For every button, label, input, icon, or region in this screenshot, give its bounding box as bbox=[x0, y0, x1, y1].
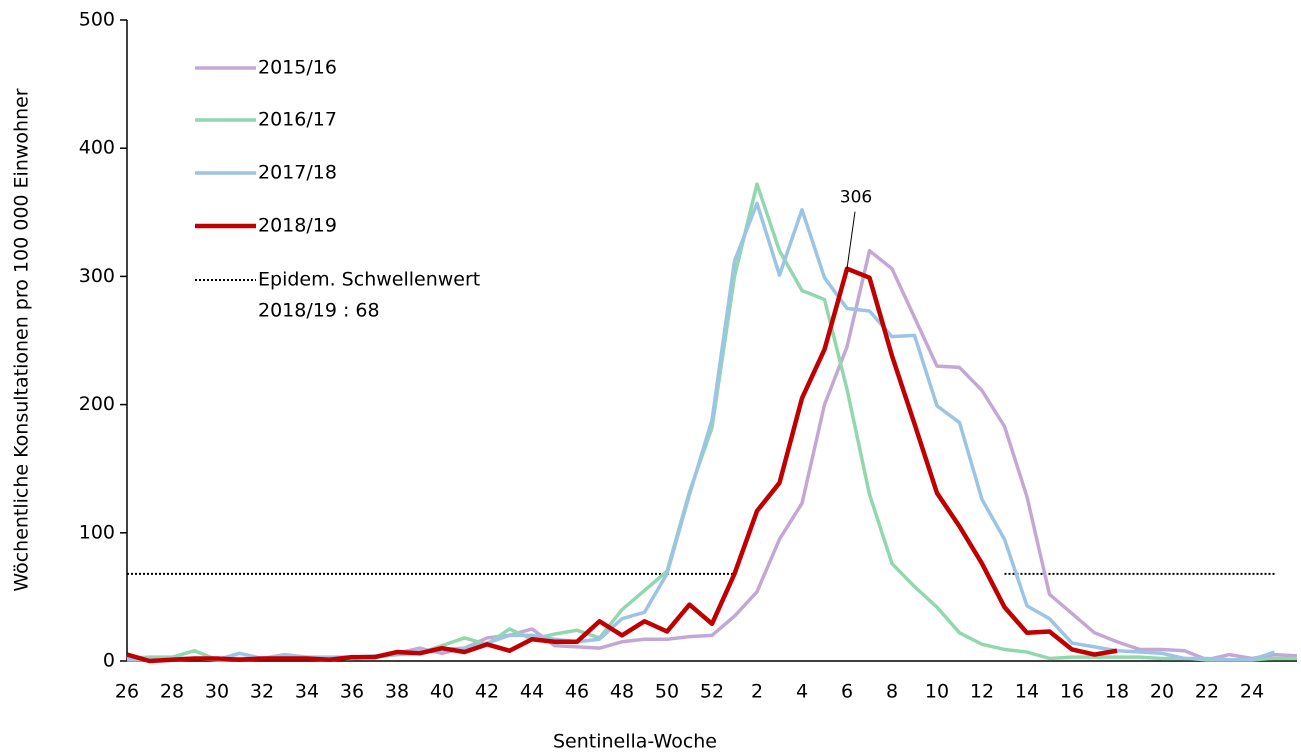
x-tick-label: 42 bbox=[475, 681, 499, 703]
x-tick-label: 50 bbox=[655, 681, 679, 703]
x-tick-label: 6 bbox=[841, 681, 853, 703]
x-tick-label: 2 bbox=[751, 681, 763, 703]
x-tick-label: 34 bbox=[295, 681, 319, 703]
x-tick-label: 16 bbox=[1060, 681, 1084, 703]
x-tick-label: 28 bbox=[160, 681, 184, 703]
annotation: 306 bbox=[840, 188, 872, 208]
x-tick-label: 24 bbox=[1240, 681, 1264, 703]
x-tick-label: 46 bbox=[565, 681, 589, 703]
x-tick-label: 14 bbox=[1015, 681, 1039, 703]
x-tick-label: 32 bbox=[250, 681, 274, 703]
y-tick-label: 400 bbox=[79, 137, 115, 159]
x-tick-label: 4 bbox=[796, 681, 808, 703]
legend-label: 2017/18 bbox=[258, 162, 337, 184]
legend-label: 2016/17 bbox=[258, 109, 337, 131]
x-tick-label: 10 bbox=[925, 681, 949, 703]
x-tick-label: 26 bbox=[115, 681, 139, 703]
y-tick-label: 0 bbox=[103, 650, 115, 672]
x-tick-label: 44 bbox=[520, 681, 544, 703]
x-tick-label: 48 bbox=[610, 681, 634, 703]
y-tick-label: 100 bbox=[79, 521, 115, 543]
legend-label: Epidem. Schwellenwert bbox=[258, 269, 480, 291]
series-line bbox=[126, 266, 1118, 664]
y-tick-label: 500 bbox=[79, 9, 115, 31]
x-tick-label: 52 bbox=[700, 681, 724, 703]
x-tick-label: 18 bbox=[1105, 681, 1129, 703]
legend-label: 2018/19 : 68 bbox=[258, 300, 380, 322]
x-tick-label: 22 bbox=[1195, 681, 1219, 703]
x-axis-title: Sentinella-Woche bbox=[553, 731, 717, 753]
x-tick-label: 30 bbox=[205, 681, 229, 703]
legend-label: 2015/16 bbox=[258, 57, 337, 79]
y-tick-label: 200 bbox=[79, 393, 115, 415]
annotation-leader bbox=[846, 211, 856, 269]
y-axis-title: Wöchentliche Konsultationen pro 100 000 … bbox=[11, 88, 33, 591]
x-tick-label: 38 bbox=[385, 681, 409, 703]
x-tick-label: 36 bbox=[340, 681, 364, 703]
x-tick-label: 40 bbox=[430, 681, 454, 703]
x-tick-label: 12 bbox=[970, 681, 994, 703]
x-tick-label: 8 bbox=[886, 681, 898, 703]
legend-label: 2018/19 bbox=[258, 215, 337, 237]
y-tick-label: 300 bbox=[79, 265, 115, 287]
x-tick-label: 20 bbox=[1150, 681, 1174, 703]
